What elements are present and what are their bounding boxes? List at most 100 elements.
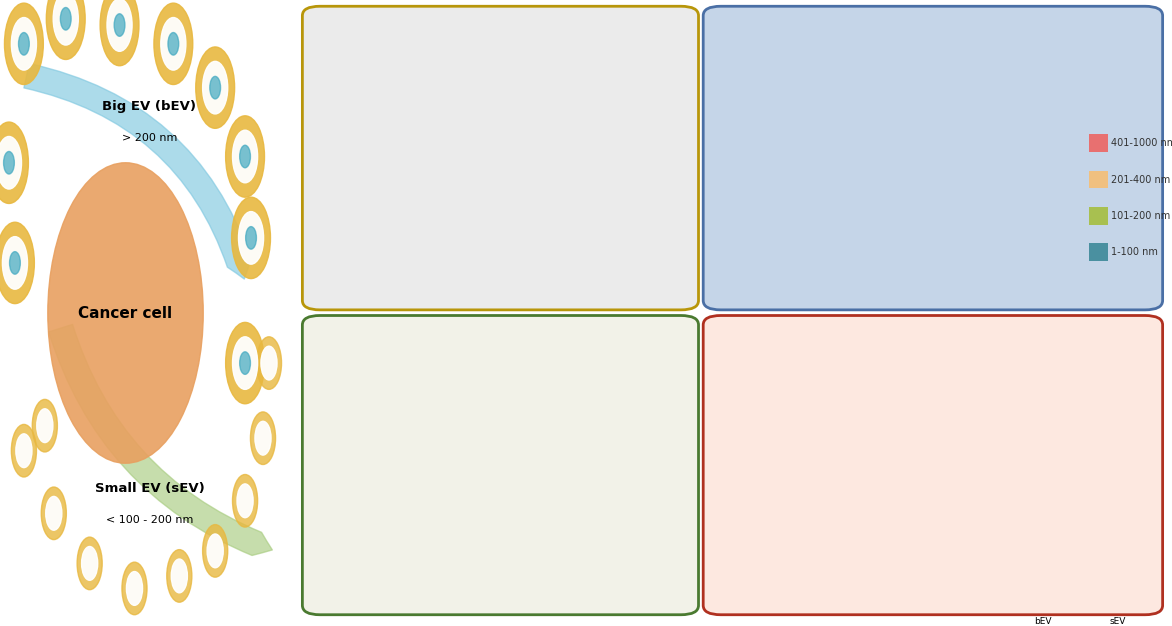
Circle shape: [154, 3, 192, 85]
FancyArrow shape: [758, 105, 812, 128]
Text: sEV: sEV: [867, 277, 887, 287]
Circle shape: [605, 413, 649, 447]
FancyBboxPatch shape: [820, 182, 933, 271]
Circle shape: [207, 534, 223, 568]
X-axis label: normal cell: normal cell: [374, 297, 440, 310]
Y-axis label: % EV Particles: % EV Particles: [947, 132, 958, 202]
Circle shape: [12, 424, 36, 477]
Circle shape: [847, 497, 885, 521]
Circle shape: [255, 421, 271, 455]
Circle shape: [238, 212, 264, 264]
Circle shape: [4, 151, 14, 174]
Circle shape: [9, 252, 20, 274]
Circle shape: [341, 440, 391, 478]
Bar: [727, 84, 749, 143]
Circle shape: [100, 0, 139, 66]
Circle shape: [0, 222, 34, 304]
Text: 2: 2: [718, 24, 747, 66]
Circle shape: [77, 537, 102, 590]
Circle shape: [257, 337, 281, 389]
Circle shape: [33, 399, 57, 452]
Circle shape: [232, 197, 271, 279]
Bar: [359, 233, 393, 272]
Circle shape: [210, 76, 220, 99]
Circle shape: [168, 33, 178, 55]
Text: TNBC release more bEV per sEV: TNBC release more bEV per sEV: [386, 30, 648, 45]
Circle shape: [232, 130, 258, 183]
Y-axis label: EV released/Cell: EV released/Cell: [478, 138, 489, 218]
X-axis label: TNBC: TNBC: [557, 297, 590, 310]
Circle shape: [203, 525, 227, 577]
Circle shape: [171, 559, 188, 593]
Circle shape: [114, 14, 125, 36]
Circle shape: [251, 412, 275, 464]
Bar: [993, 76, 1022, 106]
Text: Redirected
tropism: Redirected tropism: [554, 535, 615, 557]
Bar: [1068, 451, 1092, 597]
Text: 201-400 nm: 201-400 nm: [1111, 175, 1171, 185]
Text: *: *: [1058, 406, 1064, 416]
Text: bEV: bEV: [366, 212, 386, 222]
Text: ***: ***: [1091, 446, 1108, 456]
FancyArrowPatch shape: [49, 324, 272, 555]
Text: Big EV (bEV): Big EV (bEV): [102, 100, 197, 113]
Bar: [421, 120, 456, 272]
Ellipse shape: [536, 439, 566, 503]
Circle shape: [847, 386, 885, 410]
Text: < 100 - 200 nm: < 100 - 200 nm: [105, 515, 193, 525]
Text: Cancer cell: Cancer cell: [79, 305, 172, 321]
Text: 4: 4: [718, 331, 747, 372]
Y-axis label: EV released/Cell: EV released/Cell: [312, 138, 322, 218]
FancyArrowPatch shape: [23, 63, 251, 279]
Circle shape: [240, 145, 251, 168]
Text: ****: ****: [1031, 423, 1054, 433]
Circle shape: [127, 572, 143, 605]
Circle shape: [240, 352, 251, 374]
Ellipse shape: [500, 439, 531, 503]
Text: bEV and sEV comprise of
varying-sized vesicles: bEV and sEV comprise of varying-sized ve…: [771, 24, 977, 58]
Ellipse shape: [970, 552, 1003, 566]
Text: Redirected
tropism: Redirected tropism: [893, 570, 954, 591]
Circle shape: [226, 322, 265, 404]
Circle shape: [232, 475, 258, 527]
Text: tpEVSurfMEMs: Cd9, Cd44, Slc29a1: tpEVSurfMEMs: Cd9, Cd44, Slc29a1: [402, 590, 599, 600]
Text: 20,000 x g
30 min, 4°C: 20,000 x g 30 min, 4°C: [756, 85, 815, 105]
Circle shape: [0, 136, 21, 189]
Bar: [993, 478, 1017, 597]
Bar: [1047, 181, 1076, 274]
Circle shape: [61, 8, 71, 30]
Circle shape: [203, 61, 227, 114]
Text: 1: 1: [320, 30, 349, 72]
Circle shape: [107, 0, 132, 51]
Bar: [993, 228, 1022, 264]
Circle shape: [232, 337, 258, 389]
Text: bEV: bEV: [866, 158, 887, 168]
Text: tpEVSurfMEMs direct
bEV and sEV organotropism: tpEVSurfMEMs direct bEV and sEV organotr…: [377, 331, 607, 364]
Circle shape: [166, 550, 192, 602]
Text: Cd44-KD mitigates delivery &
protumorigenic potential of bEV & sEV: Cd44-KD mitigates delivery & protumorige…: [768, 331, 1086, 364]
Bar: [1047, 83, 1076, 86]
Text: 4T1 bEV or sEV: 4T1 bEV or sEV: [727, 393, 812, 403]
FancyArrow shape: [758, 223, 812, 247]
Bar: [1047, 76, 1076, 83]
Circle shape: [593, 404, 662, 456]
Ellipse shape: [48, 163, 203, 463]
Bar: [727, 191, 749, 208]
Circle shape: [47, 0, 86, 59]
Bar: [1030, 544, 1055, 597]
Circle shape: [196, 47, 234, 128]
Circle shape: [41, 487, 67, 540]
Circle shape: [16, 434, 32, 468]
Circle shape: [246, 227, 257, 249]
Circle shape: [122, 562, 146, 615]
Circle shape: [12, 18, 36, 70]
Circle shape: [2, 237, 27, 289]
Bar: [993, 264, 1022, 274]
Text: 401-1000 nm: 401-1000 nm: [1111, 138, 1172, 148]
Circle shape: [0, 122, 28, 203]
Text: > 200 nm: > 200 nm: [122, 133, 177, 143]
Circle shape: [837, 490, 895, 528]
FancyBboxPatch shape: [820, 63, 933, 152]
Bar: [1047, 86, 1076, 181]
Text: 100,000 x g
90 min, 4°C: 100,000 x g 90 min, 4°C: [756, 204, 815, 223]
